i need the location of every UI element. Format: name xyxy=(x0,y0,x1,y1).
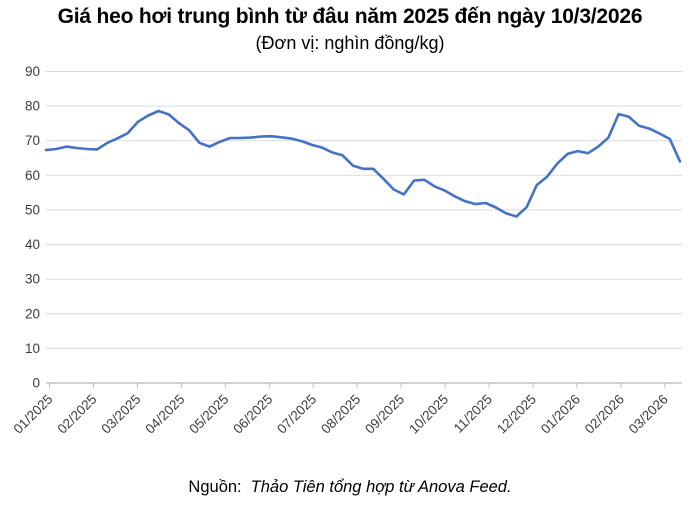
x-axis-tick-label: 03/2025 xyxy=(98,392,143,437)
y-axis-tick-label: 70 xyxy=(25,133,40,148)
x-axis-tick-label: 05/2025 xyxy=(186,392,231,437)
y-axis-tick-label: 20 xyxy=(25,306,40,321)
source-line: Nguồn: Thảo Tiên tổng hợp từ Anova Feed. xyxy=(0,478,700,497)
x-axis-tick-label: 01/2026 xyxy=(538,392,583,437)
x-axis-tick-label: 03/2026 xyxy=(626,392,671,437)
x-axis-tick-label: 09/2025 xyxy=(362,392,407,437)
x-axis-tick-label: 08/2025 xyxy=(318,392,363,437)
x-axis-tick-label: 02/2026 xyxy=(582,392,627,437)
price-series-line xyxy=(44,109,682,218)
chart-title: Giá heo hơi trung bình từ đâu năm 2025 đ… xyxy=(57,5,643,28)
x-axis-tick-label: 06/2025 xyxy=(230,392,275,437)
x-axis-tick-label: 12/2025 xyxy=(494,392,539,437)
line-chart: 90 80 70 60 50 40 30 20 10 001/202502/202503/2025… xyxy=(10,64,682,437)
x-axis-tick-label: 10/2025 xyxy=(406,392,451,437)
y-axis-tick-label: 40 xyxy=(25,237,40,252)
chart-unit-subtitle: (Đơn vị: nghìn đồng/kg) xyxy=(255,33,445,53)
x-axis-tick-label: 07/2025 xyxy=(274,392,319,437)
y-axis-tick-label: 60 xyxy=(25,168,40,183)
x-axis-tick-label: 01/2025 xyxy=(10,392,55,437)
x-axis-tick-label: 02/2025 xyxy=(54,392,99,437)
x-axis-tick-label: 04/2025 xyxy=(142,392,187,437)
x-axis-tick-label: 11/2025 xyxy=(451,392,495,436)
y-axis-tick-label: 80 xyxy=(25,99,40,114)
source-label: Nguồn: xyxy=(188,478,242,496)
source-text: Thảo Tiên tổng hợp từ Anova Feed. xyxy=(250,478,512,496)
y-axis-tick-label: 50 xyxy=(25,202,40,217)
y-axis-tick-label: 0 xyxy=(32,376,40,391)
y-axis-tick-label: 10 xyxy=(25,341,40,356)
y-axis-tick-label: 90 xyxy=(25,64,40,79)
y-axis-tick-label: 30 xyxy=(25,272,40,287)
